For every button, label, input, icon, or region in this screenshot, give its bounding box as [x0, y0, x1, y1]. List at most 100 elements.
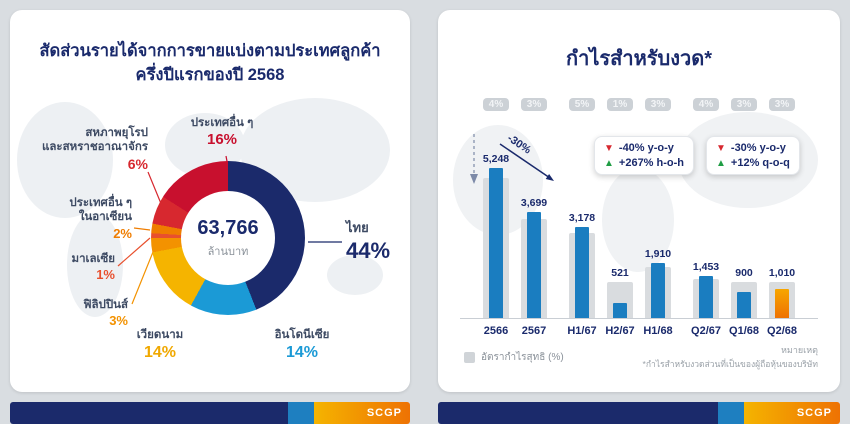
profit-bar [737, 292, 751, 318]
donut-center: 63,766 ล้านบาท [181, 191, 275, 285]
net-margin-chip: 3% [768, 98, 796, 111]
bar [521, 212, 547, 318]
slice-label-eu-uk: สหภาพยุโรป และสหราชอาณาจักร 6% [41, 127, 148, 172]
profit-card: กำไรสำหรับงวด* 4% 5,248 2566 3% 3,699 2567 5% 3… [438, 10, 840, 392]
profit-bar [613, 303, 627, 318]
bar-group: 4% 1,453 Q2/67 3% 900 Q1/68 3% 1,010 Q2/68 [689, 98, 799, 337]
total-revenue-unit: ล้านบาท [207, 245, 249, 258]
footnote-body: *กำไรสำหรับงวดส่วนที่เป็นของผู้ถือหุ้นขอ… [642, 358, 818, 369]
bar-value-label: 3,178 [568, 212, 596, 224]
footnote: หมายเหตุ *กำไรสำหรับงวดส่วนที่เป็นของผู้… [618, 344, 818, 370]
x-axis-label: Q1/68 [729, 325, 759, 337]
x-axis-label: Q2/68 [767, 325, 797, 337]
profit-bar [651, 263, 665, 318]
slice-label-indonesia: อินโดนีเซีย 14% [274, 329, 330, 362]
bar-value-label: 5,248 [482, 153, 510, 165]
slice-label-malaysia: มาเลเซีย 1% [71, 253, 116, 283]
scgp-logo: SCGP [796, 407, 832, 419]
decline-arrow-label: -30% [505, 132, 533, 156]
profit-bar-chart: 4% 5,248 2566 3% 3,699 2567 5% 3,178 H1/67 1% 521 H… [460, 98, 818, 337]
profit-bar [575, 227, 589, 318]
bar-column-Q1/68: 3% 900 Q1/68 [727, 98, 761, 337]
net-margin-chip: 1% [606, 98, 634, 111]
bar-column-Q2/68: 3% 1,010 Q2/68 [765, 98, 799, 337]
revenue-share-card: สัดส่วนรายได้จากการขายแบ่งตามประเทศลูกค้… [10, 10, 410, 392]
net-margin-chip: 3% [730, 98, 758, 111]
net-margin-chip: 5% [568, 98, 596, 111]
badge-yoy-text: -40% y-o-y [618, 142, 674, 154]
bar [483, 168, 509, 318]
bar-group: 4% 5,248 2566 3% 3,699 2567 [479, 98, 551, 337]
total-revenue-value: 63,766 [197, 216, 259, 239]
brand-strip: SCGP [10, 402, 410, 424]
profit-bar [775, 289, 789, 318]
bar [607, 282, 633, 318]
bar-value-label: 1,010 [768, 267, 796, 279]
bar-value-label: 1,453 [692, 261, 720, 273]
profit-bar [527, 212, 541, 318]
bar-column-2567: 3% 3,699 2567 [517, 98, 551, 337]
bar [569, 227, 595, 318]
slice-label-thailand: ไทย 44% [346, 220, 391, 264]
badge-row-yoy2: ▼ -30% y-o-y [716, 142, 790, 154]
legend: อัตรากำไรสุทธิ (%) [464, 350, 564, 365]
badge-hoh-text: +267% h-o-h [618, 157, 685, 169]
bar-column-Q2/67: 4% 1,453 Q2/67 [689, 98, 723, 337]
slice-label-vietnam: เวียดนาม 14% [136, 329, 184, 362]
x-axis-label: H1/68 [643, 325, 673, 337]
bar [645, 263, 671, 318]
slice-label-philippines: ฟิลิปปินส์ 3% [83, 299, 128, 329]
badge-row-yoy: ▼ -40% y-o-y [604, 142, 684, 154]
down-arrow-icon: ▼ [604, 142, 614, 154]
bar [769, 282, 795, 318]
bar-column-2566: 4% 5,248 2566 [479, 98, 513, 337]
net-margin-chip: 3% [520, 98, 548, 111]
scgp-logo: SCGP [366, 407, 402, 419]
bar-value-label: 900 [735, 267, 753, 279]
bar-group: 5% 3,178 H1/67 1% 521 H2/67 3% 1,910 H1/68 [565, 98, 675, 337]
net-margin-chip: 3% [644, 98, 672, 111]
x-axis-label: Q2/67 [691, 325, 721, 337]
badge-row-hoh: ▲ +267% h-o-h [604, 157, 684, 169]
bar-value-label: 521 [611, 267, 629, 279]
legend-label: อัตรากำไรสุทธิ (%) [481, 352, 564, 363]
up-arrow-icon: ▲ [604, 157, 614, 169]
x-axis-label: H2/67 [605, 325, 635, 337]
strip-navy-segment [10, 402, 288, 424]
strip-gold-segment: SCGP [744, 402, 840, 424]
x-axis-label: 2566 [483, 325, 509, 337]
decline-annotation: -30% [470, 132, 554, 184]
badge-yoy2-text: -30% y-o-y [730, 142, 786, 154]
badge-row-qoq: ▲ +12% q-o-q [716, 157, 790, 169]
badge-qoq-text: +12% q-o-q [730, 157, 790, 169]
footnote-title: หมายเหตุ [780, 345, 818, 355]
bar-column-H2/67: 1% 521 H2/67 [603, 98, 637, 337]
bar-value-label: 3,699 [520, 197, 548, 209]
x-axis-label: 2567 [521, 325, 547, 337]
bar [693, 276, 719, 318]
strip-navy-segment [438, 402, 718, 424]
bar-column-H1/68: 3% 1,910 H1/68 [641, 98, 675, 337]
left-title-line2: ครึ่งปีแรกของปี 2568 [135, 66, 285, 84]
brand-strip: SCGP [438, 402, 840, 424]
strip-blue-segment [288, 402, 314, 424]
bar-column-H1/67: 5% 3,178 H1/67 [565, 98, 599, 337]
down-arrow-icon: ▼ [716, 142, 726, 154]
slice-label-other-asean: ประเทศอื่น ๆ ในอาเซียน 2% [69, 197, 132, 241]
badge-yoy-hoh: ▼ -40% y-o-y ▲ +267% h-o-h [594, 136, 695, 175]
net-margin-chip: 4% [482, 98, 510, 111]
bar-value-label: 1,910 [644, 248, 672, 260]
slice-label-others: ประเทศอื่น ๆ 16% [190, 117, 254, 149]
profit-bar [489, 168, 503, 318]
left-title-line1: สัดส่วนรายได้จากการขายแบ่งตามประเทศลูกค้… [39, 42, 381, 60]
bar [731, 282, 757, 318]
strip-gold-segment: SCGP [314, 402, 410, 424]
right-title: กำไรสำหรับงวด* [566, 48, 712, 70]
up-arrow-icon: ▲ [716, 157, 726, 169]
strip-blue-segment [718, 402, 744, 424]
x-axis-label: H1/67 [567, 325, 597, 337]
net-margin-chip: 4% [692, 98, 720, 111]
profit-bar [699, 276, 713, 318]
legend-swatch-icon [464, 352, 475, 363]
badge-yoy-qoq: ▼ -30% y-o-y ▲ +12% q-o-q [706, 136, 800, 175]
